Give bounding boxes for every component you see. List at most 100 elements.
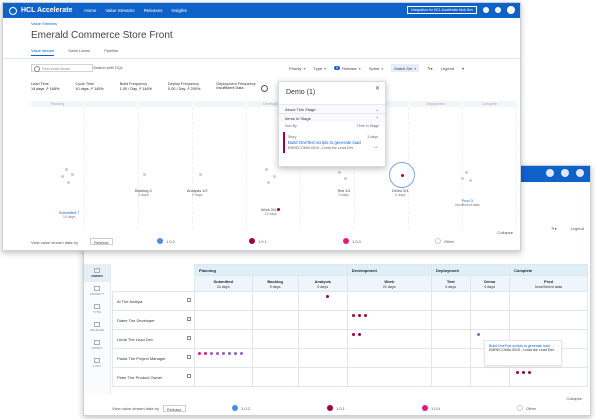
close-icon[interactable]: ✕ bbox=[374, 86, 380, 92]
legend-toggle[interactable]: Legend bbox=[440, 65, 455, 71]
legend-toggle[interactable]: Legend bbox=[570, 226, 584, 231]
node-prod[interactable]: Prod 3 Insufficient data bbox=[455, 199, 480, 207]
metric-deploy-frequency: Deploy Frequency 0.00 / Day ↗ 200% bbox=[168, 82, 201, 91]
table-row: Peter The Product Owner bbox=[112, 367, 588, 387]
view-tabs: Value stream Swim Lanes Pipeline bbox=[31, 48, 118, 56]
user-icon[interactable] bbox=[187, 336, 191, 340]
type-filter[interactable]: Type bbox=[313, 64, 326, 72]
work-item-dot[interactable] bbox=[476, 333, 480, 336]
work-item-dot[interactable] bbox=[222, 352, 225, 355]
group-sprint[interactable]: SPRINT bbox=[84, 336, 110, 354]
demo-stage-ring[interactable] bbox=[389, 162, 415, 188]
work-item-dot[interactable] bbox=[198, 352, 201, 355]
stage-label: Deployment bbox=[409, 101, 463, 107]
priority-filter[interactable]: Priority bbox=[289, 64, 305, 72]
gear-icon[interactable] bbox=[261, 85, 268, 92]
work-item-link[interactable]: Build OneTest scripts to generate load bbox=[288, 140, 361, 145]
legend-other: Other bbox=[517, 405, 536, 411]
work-item-dot[interactable] bbox=[351, 314, 355, 317]
dql-search-toggle[interactable]: Search with DQL bbox=[93, 65, 124, 70]
group-release[interactable]: RELEASE bbox=[84, 318, 110, 336]
substage-demo: Demo 0 days bbox=[469, 275, 511, 292]
group-priority[interactable]: PRIORITY bbox=[84, 282, 110, 300]
node-demo[interactable]: Demo 0/4 0 days bbox=[392, 189, 409, 197]
release-filter[interactable]: 6 Release bbox=[334, 64, 361, 72]
wrench-icon[interactable]: ✎▾ bbox=[551, 226, 557, 231]
work-item-dot[interactable] bbox=[357, 333, 361, 336]
work-item-dot[interactable] bbox=[228, 352, 231, 355]
collapse-button[interactable]: Collapse bbox=[566, 396, 582, 401]
node-analysis[interactable]: Analysis 1/2 0 days bbox=[187, 189, 208, 197]
value-stream-footer: View value stream data by Release 1.0.2 … bbox=[31, 230, 513, 245]
legend-101: 1.0.1 bbox=[249, 238, 267, 244]
work-item-dot[interactable] bbox=[357, 314, 361, 317]
substage-analysis: Analysis 0 days bbox=[297, 275, 348, 292]
tenant-selector[interactable]: Integration for HCL Accelerate Mob Dev bbox=[407, 6, 477, 14]
view-by-select[interactable]: Release bbox=[90, 238, 113, 245]
work-item-link[interactable]: Build OneTest scripts to generate load bbox=[489, 344, 550, 348]
view-by-select[interactable]: Release bbox=[162, 404, 186, 412]
release-dot-icon bbox=[232, 405, 238, 411]
breadcrumb[interactable]: Value Streams bbox=[31, 21, 57, 26]
work-item-dot[interactable] bbox=[204, 352, 207, 355]
work-item-dot[interactable] bbox=[240, 352, 243, 355]
wrench-icon[interactable]: ✎▾ bbox=[427, 65, 433, 71]
work-item-dot[interactable] bbox=[516, 371, 520, 374]
divider bbox=[3, 58, 520, 59]
substage-test: Test 0 days bbox=[430, 275, 471, 292]
work-item-dot[interactable] bbox=[234, 352, 237, 355]
sort-label: Sort By bbox=[285, 124, 297, 128]
more-icon[interactable]: ▾ bbox=[462, 65, 465, 71]
owner-icon bbox=[94, 268, 100, 273]
work-item-dot[interactable] bbox=[522, 371, 526, 374]
arrow-right-icon[interactable]: → bbox=[373, 144, 379, 150]
nav-releases[interactable]: Releases bbox=[143, 8, 163, 13]
node-submitted[interactable]: Submitted 7 14 days bbox=[59, 211, 80, 219]
nav-value-streams[interactable]: Value Streams bbox=[105, 8, 135, 13]
stage-deployment: Deployment bbox=[430, 264, 511, 276]
collapse-button[interactable]: Collapse bbox=[497, 230, 513, 235]
user-icon[interactable] bbox=[187, 355, 191, 359]
work-item-card[interactable]: Story 3 days Build OneTest scripts to gen… bbox=[283, 132, 381, 153]
items-in-stage-section[interactable]: Items In Stage ⌃ bbox=[279, 113, 385, 122]
settings-icon[interactable] bbox=[483, 7, 489, 13]
group-lock[interactable]: LOCK bbox=[84, 354, 110, 372]
node-work[interactable]: Work 0/4 21 days bbox=[261, 208, 281, 216]
rocket-icon[interactable] bbox=[495, 7, 501, 13]
sprint-filter[interactable]: Sprint bbox=[369, 64, 383, 72]
work-item-dot[interactable] bbox=[351, 333, 355, 336]
user-icon[interactable] bbox=[187, 317, 191, 321]
work-item-dot[interactable] bbox=[325, 295, 329, 298]
sort-select[interactable]: Time In Stage bbox=[356, 124, 379, 128]
user-icon[interactable] bbox=[187, 298, 191, 302]
legend-102: 1.0.2 bbox=[157, 238, 175, 244]
nav-home[interactable]: Home bbox=[84, 8, 97, 13]
release-dot-icon bbox=[435, 238, 441, 244]
work-item-dot[interactable] bbox=[216, 352, 219, 355]
value-stream-window: HCL Accelerate Home Value Streams Releas… bbox=[2, 2, 521, 251]
app-topbar: HCL Accelerate Home Value Streams Releas… bbox=[3, 3, 520, 18]
work-item-dot[interactable] bbox=[363, 314, 367, 317]
group-owner[interactable]: OWNER bbox=[84, 264, 110, 282]
tab-pipeline[interactable]: Pipeline bbox=[104, 48, 119, 53]
rocket-icon[interactable] bbox=[561, 169, 569, 177]
tab-swim-lanes[interactable]: Swim Lanes bbox=[68, 48, 91, 53]
tab-value-stream[interactable]: Value stream bbox=[31, 48, 55, 56]
about-stage-section[interactable]: About This Stage ⌄ bbox=[279, 104, 385, 113]
work-item-dot[interactable] bbox=[528, 371, 532, 374]
help-icon[interactable] bbox=[546, 169, 554, 177]
nav-insights[interactable]: Insights bbox=[171, 8, 187, 13]
user-icon[interactable] bbox=[187, 374, 191, 378]
profile-icon[interactable] bbox=[576, 169, 584, 177]
match-set-filter[interactable]: Match Set bbox=[391, 64, 420, 72]
user-avatar-icon[interactable] bbox=[507, 6, 515, 14]
group-type[interactable]: TYPE bbox=[84, 300, 110, 318]
lane-name: Linda The Lead Dev bbox=[112, 329, 195, 349]
search-input[interactable]: Find work items bbox=[31, 64, 93, 72]
work-item-dot[interactable] bbox=[210, 352, 213, 355]
node-test[interactable]: Test 1/4 0 days bbox=[337, 189, 351, 197]
warning-dot-icon bbox=[277, 208, 281, 211]
substage-backlog: Backlog 0 days bbox=[251, 275, 299, 292]
table-row: Diane The Developer bbox=[112, 310, 588, 330]
